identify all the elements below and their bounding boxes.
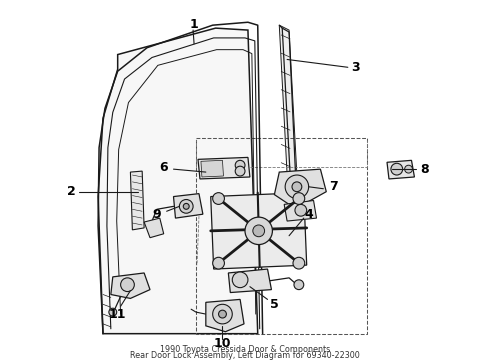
Polygon shape [198,157,250,179]
Text: 11: 11 [109,307,126,321]
Circle shape [235,166,245,176]
Polygon shape [173,194,203,218]
Circle shape [253,225,265,237]
Circle shape [245,217,272,244]
Circle shape [235,160,245,170]
Polygon shape [98,28,258,334]
Circle shape [213,257,224,269]
Polygon shape [111,273,150,298]
Text: 10: 10 [214,337,231,350]
Text: 3: 3 [351,61,360,74]
Circle shape [232,272,248,288]
Circle shape [294,280,304,289]
Circle shape [179,199,193,213]
Polygon shape [130,171,144,230]
Polygon shape [279,25,301,249]
Circle shape [293,257,305,269]
Circle shape [109,308,117,316]
Text: 7: 7 [329,180,338,193]
Circle shape [293,193,305,204]
Circle shape [405,165,413,173]
Circle shape [121,278,134,292]
Circle shape [285,175,309,198]
Circle shape [213,304,232,324]
Polygon shape [201,160,223,177]
Circle shape [183,203,189,209]
Text: 8: 8 [420,163,429,176]
Text: 1990 Toyota Cressida Door & Components: 1990 Toyota Cressida Door & Components [160,345,330,354]
Text: 6: 6 [159,161,168,174]
Circle shape [219,310,226,318]
Polygon shape [211,193,307,269]
Circle shape [391,163,403,175]
Polygon shape [387,160,415,179]
Polygon shape [144,218,164,238]
Text: 4: 4 [304,208,313,221]
Polygon shape [206,300,244,332]
Text: 1: 1 [190,18,198,31]
Circle shape [292,182,302,192]
Polygon shape [284,201,317,221]
Polygon shape [274,169,326,204]
Text: Rear Door Lock Assembly, Left Diagram for 69340-22300: Rear Door Lock Assembly, Left Diagram fo… [130,351,360,360]
Text: 2: 2 [67,185,76,198]
Circle shape [295,204,307,216]
Text: 9: 9 [152,208,161,221]
Text: 5: 5 [270,298,279,311]
Circle shape [213,193,224,204]
Polygon shape [228,269,271,293]
